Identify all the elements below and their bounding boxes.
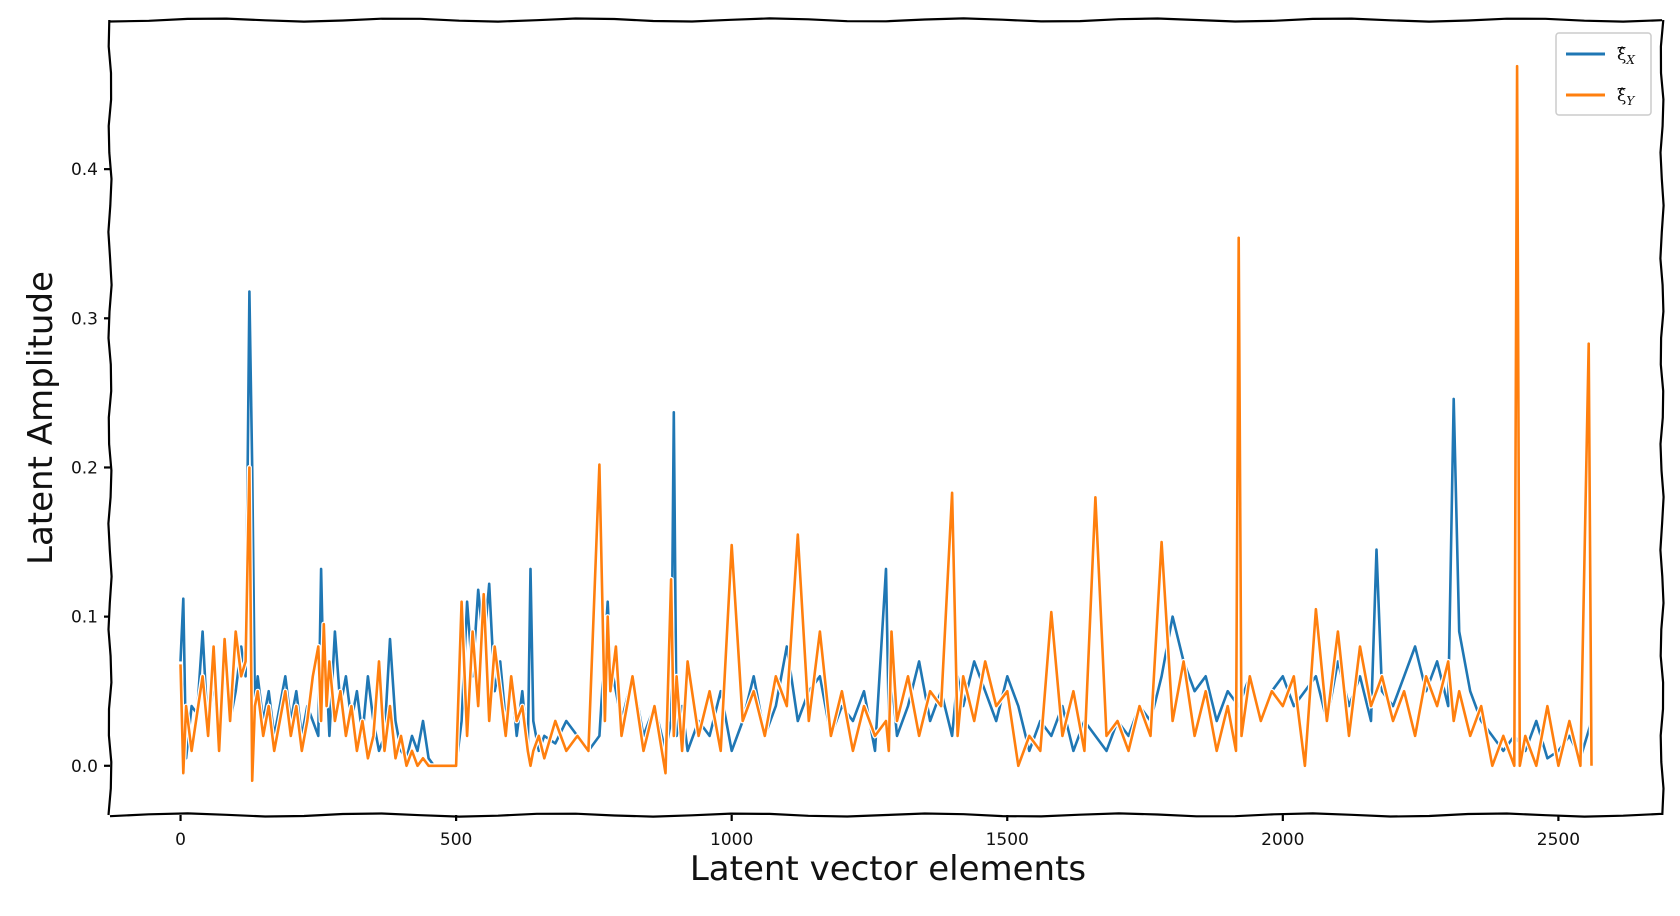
x-tick-label: 0 bbox=[175, 830, 186, 850]
series-line-y bbox=[179, 64, 1593, 782]
legend-box bbox=[1555, 32, 1652, 116]
x-tick-label: 500 bbox=[440, 830, 472, 850]
y-tick-label: 0.0 bbox=[71, 757, 98, 777]
series-layer bbox=[178, 63, 1594, 784]
y-tick-label: 0.2 bbox=[71, 458, 98, 478]
x-tick-label: 1000 bbox=[710, 830, 753, 850]
plot-frame bbox=[107, 17, 1665, 818]
y-axis-ticks: 0.0 0.1 0.2 0.3 0.4 bbox=[71, 160, 110, 777]
y-tick-label: 0.4 bbox=[71, 160, 98, 180]
legend-label-x: ξ̂X bbox=[1617, 45, 1635, 67]
y-axis-label: Latent Amplitude bbox=[21, 271, 61, 565]
x-tick-label: 1500 bbox=[986, 830, 1029, 850]
legend-label-y: ξ̂Y bbox=[1617, 86, 1635, 108]
x-tick-label: 2500 bbox=[1537, 830, 1580, 850]
y-tick-label: 0.1 bbox=[71, 608, 98, 628]
x-axis-label: Latent vector elements bbox=[690, 849, 1086, 889]
x-axis-ticks: 0 500 1000 1500 2000 2500 bbox=[175, 815, 1580, 850]
x-tick-label: 2000 bbox=[1261, 830, 1304, 850]
legend: ξ̂X ξ̂Y bbox=[1555, 32, 1652, 116]
y-tick-label: 0.3 bbox=[71, 309, 98, 329]
